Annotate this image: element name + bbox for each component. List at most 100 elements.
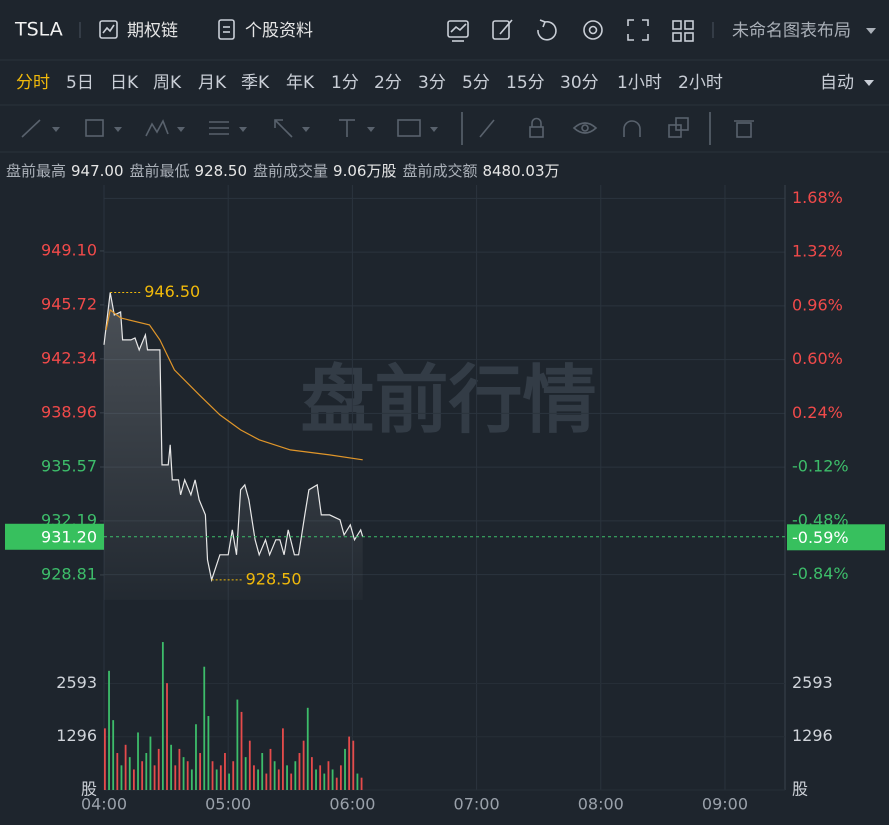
volume-bar [137,732,139,790]
draw-icon[interactable] [492,19,513,40]
volume-tick-label: 2593 [792,673,833,692]
volume-bar [253,765,255,790]
fullscreen-icon[interactable] [627,19,649,41]
options-icon[interactable] [99,20,118,39]
period-tab[interactable]: 月K [198,73,227,93]
volume-bar [174,765,177,790]
period-tab[interactable]: 2小时 [678,73,723,93]
plot: 盘前行情-0.84%-0.48%-0.12%0.24%0.60%0.96%1.3… [5,185,885,814]
period-tab[interactable]: 1分 [331,73,359,93]
volume-bar [273,761,276,790]
volume-bar [132,769,135,790]
volume-bar [124,744,127,790]
y2-tick-label: 0.96% [792,295,843,314]
volume-bar [190,769,193,790]
volume-bar [219,765,222,790]
period-tab[interactable]: 周K [153,73,182,93]
layout-name[interactable]: 未命名图表布局 [732,21,851,41]
x-tick-label: 06:00 [329,795,375,814]
indicator-icon[interactable] [447,20,469,42]
last-pct-label: -0.59% [792,528,849,547]
volume-bar [149,736,152,790]
dropdown-arrow[interactable] [866,28,876,34]
info-value: 947.00 [71,162,124,180]
drawing-tools [21,112,754,145]
y2-tick-label: 0.60% [792,349,843,368]
volume-bar [306,707,309,790]
volume-bar [310,757,313,790]
info-value: 8480.03万 [482,162,559,180]
volume-bar [240,711,243,790]
volume-bar [161,642,164,790]
dropdown-arrow[interactable] [864,80,874,86]
volume-bar [232,761,235,790]
last-price-label: 931.20 [41,527,97,546]
volume-tick-label: 1296 [56,726,97,745]
x-tick-label: 09:00 [702,795,748,814]
x-tick-label: 05:00 [205,795,251,814]
settings-icon[interactable] [583,20,603,40]
y2-tick-label: 1.68% [792,188,843,207]
x-tick-label: 07:00 [454,795,500,814]
volume-bar [348,736,351,790]
volume-bar [141,761,144,790]
reset-icon[interactable] [537,19,557,41]
volume-bar [319,765,322,790]
price-area [104,292,363,600]
volume-bar [335,777,338,790]
options-link[interactable]: 期权链 [127,21,178,41]
period-bar: 分时 5日 日K 周K 月K 季K 年K 1分 2分 3分 5分 15分 30分 1小时 2小时 [16,73,723,93]
volume-bar [302,740,305,790]
volume-bar [104,728,106,790]
profile-icon[interactable] [218,19,235,40]
period-tab[interactable]: 2分 [374,73,402,93]
y2-tick-label: 0.24% [792,403,843,422]
info-label: 盘前最低 [130,162,190,180]
y2-tick-label: -0.12% [792,457,849,476]
volume-bar [344,748,346,790]
info-value: 928.50 [195,162,248,180]
x-tick-label: 08:00 [578,795,624,814]
period-tab[interactable]: 3分 [418,73,446,93]
volume-bar [182,757,185,790]
period-tab[interactable]: 30分 [560,73,599,93]
volume-bar [244,757,247,790]
volume-bar [282,728,284,790]
period-tab[interactable]: 1小时 [617,73,662,93]
y-tick-label: 935.57 [41,456,97,475]
volume-bar [236,699,239,790]
volume-bar [215,769,218,790]
annotation-label: 928.50 [246,569,302,588]
profile-link[interactable]: 个股资料 [245,21,313,41]
period-tab[interactable]: 季K [241,73,270,93]
y-tick-label: 938.96 [41,402,97,421]
volume-tick-label: 股 [81,780,97,799]
y2-tick-label: 1.32% [792,242,843,261]
volume-bar [178,748,181,790]
last-pct-box [787,524,885,551]
period-tab[interactable]: 分时 [16,73,50,93]
period-tab[interactable]: 5分 [462,73,490,93]
volume-bar [116,753,119,790]
volume-bar [128,757,131,790]
volume-bar [203,666,206,790]
period-tab[interactable]: 年K [286,73,315,93]
period-tab[interactable]: 15分 [506,73,545,93]
volume-bar [145,753,148,790]
layout-icon[interactable] [672,20,694,42]
average-line [105,308,363,461]
volume-bar [360,777,363,790]
auto-scale[interactable]: 自动 [820,73,854,93]
volume-tick-label: 股 [792,780,808,799]
annotation-label: 946.50 [144,282,200,301]
volume-bar [195,724,197,790]
volume-bar [327,761,330,790]
symbol[interactable]: TSLA [14,19,63,41]
volume-bar [120,765,123,790]
y2-tick-label: -0.84% [792,564,849,583]
period-tab[interactable]: 5日 [66,73,94,93]
period-tab[interactable]: 日K [110,73,139,93]
info-value: 9.06万股 [333,162,396,180]
